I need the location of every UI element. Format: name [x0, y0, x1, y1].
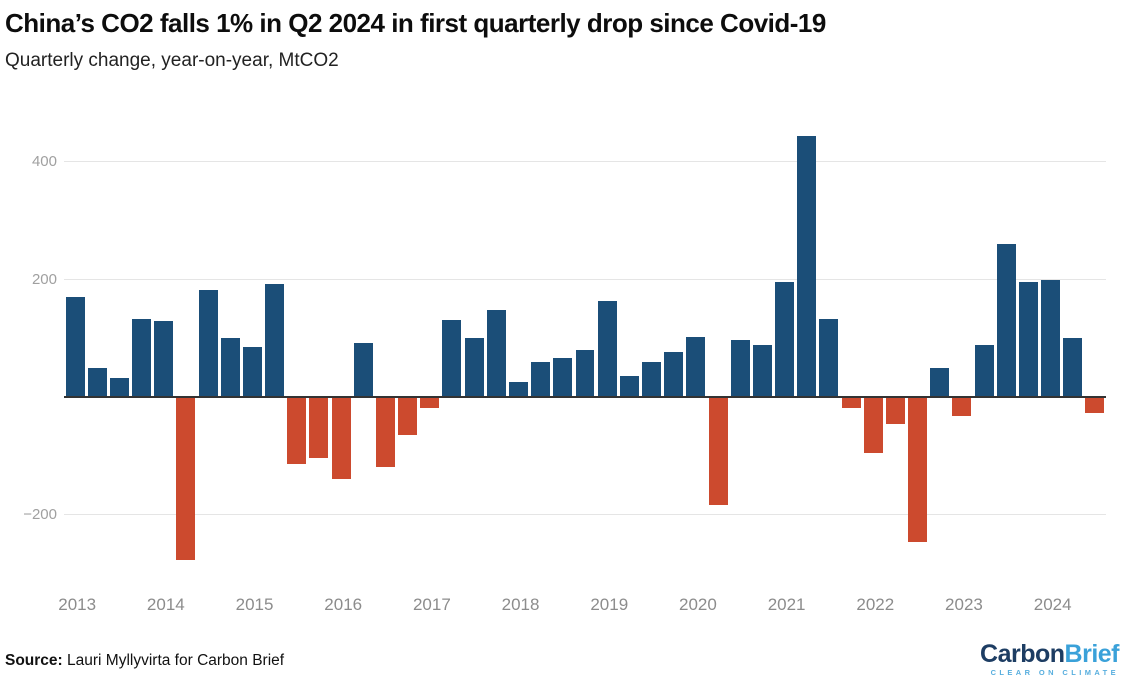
- source-note: Source: Lauri Myllyvirta for Carbon Brie…: [5, 651, 284, 670]
- bar[interactable]: [619, 376, 639, 397]
- bar[interactable]: [642, 362, 661, 397]
- y-tick-label: −200: [23, 506, 57, 524]
- logo-tagline: CLEAR ON CLIMATE: [990, 668, 1119, 677]
- logo-brief: Brief: [1064, 640, 1120, 668]
- bar[interactable]: [154, 321, 174, 397]
- bar[interactable]: [908, 397, 928, 542]
- bar[interactable]: [442, 319, 462, 397]
- bar[interactable]: [1085, 397, 1105, 413]
- y-tick-label: 200: [31, 270, 57, 288]
- gridline: [64, 160, 1106, 162]
- x-year-label: 2016: [324, 595, 363, 614]
- x-year-label: 2013: [58, 595, 97, 614]
- bar[interactable]: [486, 310, 506, 397]
- x-year-label: 2021: [767, 595, 806, 614]
- bar[interactable]: [575, 349, 595, 397]
- bar[interactable]: [420, 397, 440, 408]
- bar[interactable]: [375, 397, 395, 467]
- bar[interactable]: [398, 397, 418, 436]
- bar[interactable]: [87, 367, 107, 397]
- bar[interactable]: [198, 289, 218, 397]
- bar[interactable]: [752, 345, 772, 397]
- bar[interactable]: [464, 337, 484, 397]
- bar[interactable]: [708, 397, 728, 506]
- bar[interactable]: [220, 338, 240, 397]
- bar[interactable]: [686, 336, 706, 397]
- bar[interactable]: [309, 397, 329, 459]
- bar[interactable]: [353, 343, 373, 397]
- bar[interactable]: [597, 300, 617, 397]
- zero-axis-line: [64, 396, 1106, 398]
- x-year-label: 2023: [945, 595, 983, 614]
- bar[interactable]: [287, 397, 307, 464]
- logo-carbon: Carbon: [980, 640, 1065, 668]
- bar[interactable]: [109, 377, 129, 397]
- x-year-label: 2019: [590, 595, 629, 614]
- chart-subtitle: Quarterly change, year-on-year, MtCO2: [5, 50, 339, 71]
- gridline: [64, 278, 1106, 280]
- x-year-label: 2020: [679, 595, 717, 614]
- x-year-label: 2014: [146, 595, 185, 614]
- bar[interactable]: [885, 397, 905, 424]
- bar[interactable]: [1063, 337, 1083, 397]
- bar[interactable]: [664, 352, 684, 397]
- x-year-label: 2022: [856, 595, 895, 614]
- bar[interactable]: [132, 319, 152, 397]
- bar[interactable]: [553, 357, 573, 397]
- x-year-label: 2024: [1033, 595, 1072, 614]
- bar[interactable]: [509, 381, 528, 397]
- bar[interactable]: [996, 243, 1016, 397]
- x-year-label: 2015: [235, 595, 274, 614]
- bar[interactable]: [730, 340, 750, 397]
- bar[interactable]: [331, 397, 351, 480]
- y-tick-label: 400: [31, 152, 57, 170]
- bar[interactable]: [797, 136, 817, 397]
- x-year-label: 2017: [412, 595, 451, 614]
- bar[interactable]: [819, 319, 839, 397]
- bar[interactable]: [930, 367, 950, 397]
- bar[interactable]: [1018, 282, 1038, 397]
- bar[interactable]: [65, 296, 85, 397]
- x-year-label: 2018: [501, 595, 540, 614]
- bar[interactable]: [775, 281, 794, 397]
- logo-wordmark: CarbonBrief: [980, 641, 1119, 667]
- bar[interactable]: [176, 397, 196, 561]
- source-label: Source:: [5, 652, 63, 669]
- bar[interactable]: [1041, 280, 1061, 397]
- gridline: [64, 514, 1106, 516]
- bar[interactable]: [265, 283, 285, 397]
- bar[interactable]: [841, 397, 861, 409]
- bar[interactable]: [531, 361, 551, 397]
- source-text: Lauri Myllyvirta for Carbon Brief: [62, 652, 285, 669]
- carbonbrief-logo: CarbonBrief CLEAR ON CLIMATE: [980, 641, 1119, 677]
- bar[interactable]: [863, 397, 883, 453]
- bar[interactable]: [242, 346, 262, 397]
- bar[interactable]: [952, 397, 972, 417]
- chart-title: China’s CO2 falls 1% in Q2 2024 in first…: [5, 8, 826, 38]
- bar[interactable]: [974, 344, 994, 397]
